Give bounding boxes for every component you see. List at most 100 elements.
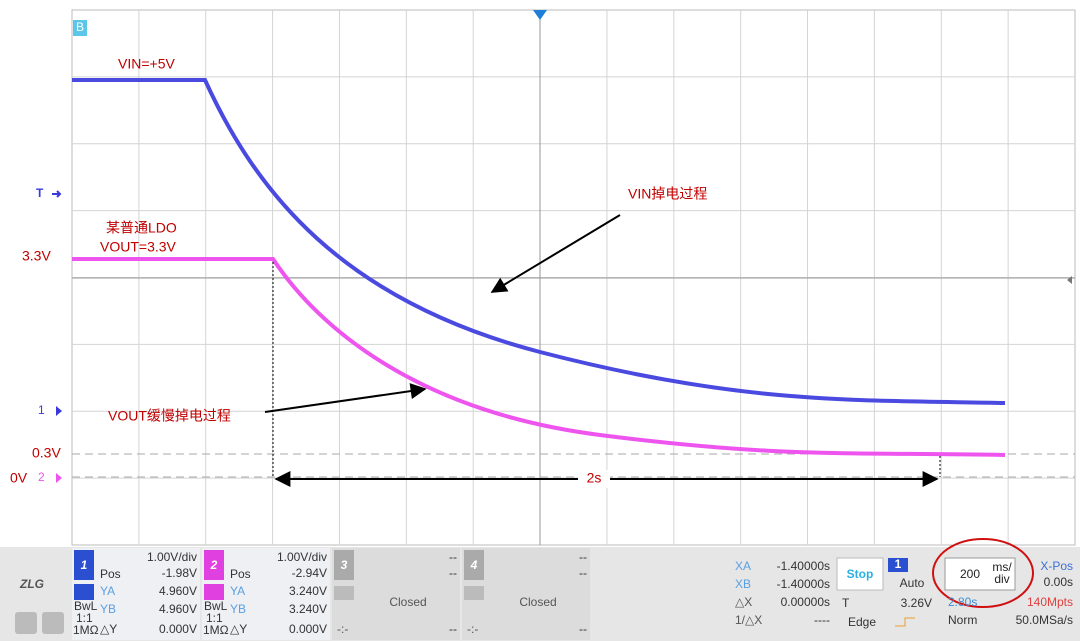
highlight xyxy=(932,538,1034,608)
cursor-badge xyxy=(74,584,94,600)
channel-badge xyxy=(74,550,94,580)
timebase-box[interactable] xyxy=(944,557,1016,591)
ya: 4.960V xyxy=(159,584,197,598)
channel-state: Closed xyxy=(519,595,556,609)
label: 某普通LDO xyxy=(106,220,177,236)
window: 2.80s xyxy=(948,595,977,609)
marker: B xyxy=(76,20,84,34)
trigger-source: 1 xyxy=(895,557,902,571)
acq-mode: Norm xyxy=(948,613,977,627)
label: VOUT=3.3V xyxy=(100,239,177,255)
icon[interactable] xyxy=(15,612,37,634)
channel-badge xyxy=(334,586,354,600)
cursor-value: -1.40000s xyxy=(777,577,830,591)
yb: 4.960V xyxy=(159,602,197,616)
xpos-label: X-Pos xyxy=(1040,559,1073,573)
span: 2s xyxy=(587,470,602,486)
trigger-mark: T xyxy=(36,186,44,200)
ch2-arrow xyxy=(56,473,62,483)
channel-scale: -- xyxy=(579,550,587,564)
cursor-label: XB xyxy=(735,577,751,591)
cursor-label: △X xyxy=(735,595,752,609)
yb: 3.240V xyxy=(289,602,327,616)
run-state[interactable]: Stop xyxy=(847,567,874,581)
span-bg xyxy=(578,470,610,488)
logo: ZLG xyxy=(19,577,44,591)
bandwidth: BwL xyxy=(204,599,228,613)
channel-state: Closed xyxy=(389,595,426,609)
depth: 140Mpts xyxy=(1027,595,1073,609)
timebase-unit: div xyxy=(994,572,1009,586)
channel-scale: 1.00V/div xyxy=(147,550,197,564)
channel-pos: -- xyxy=(579,566,587,580)
ch1-trace xyxy=(72,78,1006,405)
ch2-mark: 2 xyxy=(38,470,45,484)
timebase-unit: ms/ xyxy=(992,560,1012,574)
cursor-value: 0.00000s xyxy=(781,595,830,609)
channel-badge xyxy=(464,586,484,600)
xpos: 0.00s xyxy=(1044,575,1073,589)
trigger-level-label: T xyxy=(842,596,850,610)
cursor-label: XA xyxy=(735,559,751,573)
trigger-pos xyxy=(533,10,547,20)
ch2-trace xyxy=(72,257,1006,457)
channel-scale: 1.00V/div xyxy=(277,550,327,564)
impedance: 1MΩ xyxy=(73,623,99,637)
pos-label: Pos xyxy=(100,567,121,581)
ch1-mark: 1 xyxy=(38,403,45,417)
ya-label: YA xyxy=(100,584,115,598)
channel-number: 2 xyxy=(210,558,218,572)
channel-number: 4 xyxy=(470,558,478,572)
foot-label: -:- xyxy=(467,622,478,636)
impedance: 1MΩ xyxy=(203,623,229,637)
yb-label: YB xyxy=(100,602,116,616)
side-arrow xyxy=(1067,276,1072,284)
icon[interactable] xyxy=(42,612,64,634)
yb-label: YB xyxy=(230,602,246,616)
channel-number: 1 xyxy=(81,558,88,572)
cursor-badge xyxy=(204,584,224,600)
cursor-label: 1/△X xyxy=(735,613,762,627)
channel-badge xyxy=(204,550,224,580)
level: 0.3V xyxy=(32,445,61,461)
edge-icon xyxy=(895,617,915,627)
note: VIN掉电过程 xyxy=(628,186,707,202)
channel-scale: -- xyxy=(449,550,457,564)
foot: -- xyxy=(579,622,587,636)
ch1-arrow xyxy=(56,406,62,416)
run-button[interactable] xyxy=(836,557,884,591)
level: 0V xyxy=(10,470,28,486)
trigger-mode: Auto xyxy=(900,576,925,590)
arrow xyxy=(490,214,621,293)
trigger-arrow xyxy=(52,190,62,198)
dy: 0.000V xyxy=(159,622,197,636)
bandwidth: BwL xyxy=(74,599,98,613)
ya: 3.240V xyxy=(289,584,327,598)
dy: 0.000V xyxy=(289,622,327,636)
pos-label: Pos xyxy=(230,567,251,581)
channel-badge xyxy=(334,550,354,580)
foot-label: -:- xyxy=(337,622,348,636)
probe: 1:1 xyxy=(206,611,223,625)
ya-label: YA xyxy=(230,584,245,598)
channel-badge xyxy=(464,550,484,580)
note: VOUT缓慢掉电过程 xyxy=(108,408,231,424)
timebase-scale: 200 xyxy=(960,567,980,581)
sample-rate: 50.0MSa/s xyxy=(1016,613,1073,627)
channel-pos: -1.98V xyxy=(162,566,197,580)
channel-pos: -- xyxy=(449,566,457,580)
foot: -- xyxy=(449,622,457,636)
channel-pos: -2.94V xyxy=(292,566,327,580)
level: 3.3V xyxy=(22,248,51,264)
label: VIN=+5V xyxy=(118,56,175,72)
trigger-level: 3.26V xyxy=(901,596,932,610)
marker-badge xyxy=(73,20,87,36)
trigger-type: Edge xyxy=(848,615,876,629)
cursor-value: -1.40000s xyxy=(777,559,830,573)
dy-label: △Y xyxy=(100,622,117,636)
channel-number: 3 xyxy=(341,558,348,572)
cursor-value: ---- xyxy=(814,613,830,627)
